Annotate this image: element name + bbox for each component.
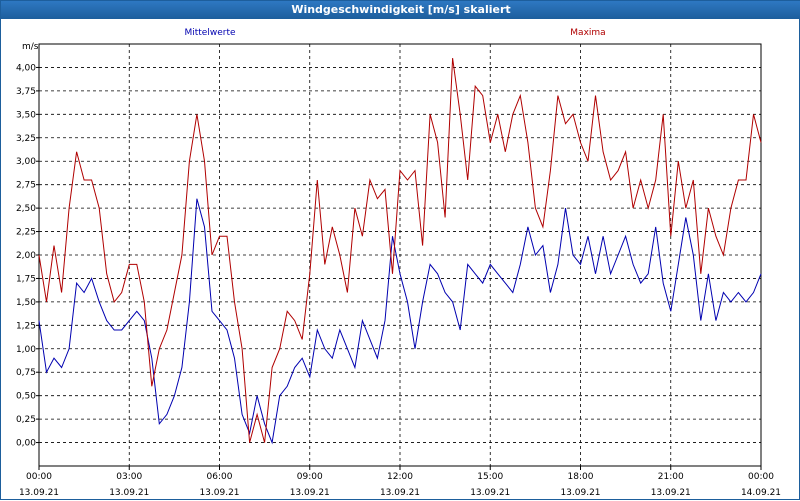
x-tick-time: 21:00 bbox=[658, 472, 684, 482]
x-tick-time: 06:00 bbox=[207, 472, 233, 482]
y-tick-label: 0,00 bbox=[16, 439, 36, 449]
y-tick-label: 2,25 bbox=[16, 228, 36, 238]
y-tick-label: 1,00 bbox=[16, 345, 36, 355]
x-tick-time: 15:00 bbox=[477, 472, 503, 482]
legend-max: Maxima bbox=[570, 28, 605, 38]
y-tick-label: 3,75 bbox=[16, 87, 36, 97]
y-tick-label: 1,25 bbox=[16, 321, 36, 331]
x-tick-time: 09:00 bbox=[297, 472, 323, 482]
x-tick-time: 00:00 bbox=[26, 472, 52, 482]
chart-title: Windgeschwindigkeit [m/s] skaliert bbox=[1, 1, 800, 19]
y-tick-label: 2,00 bbox=[16, 251, 36, 261]
y-tick-label: 2,75 bbox=[16, 181, 36, 191]
y-tick-label: 1,75 bbox=[16, 274, 36, 284]
y-tick-label: 1,50 bbox=[16, 298, 36, 308]
y-tick-label: 0,50 bbox=[16, 392, 36, 402]
x-tick-time: 18:00 bbox=[568, 472, 594, 482]
y-axis-label: m/s bbox=[22, 42, 39, 52]
x-tick-time: 12:00 bbox=[387, 472, 413, 482]
x-tick-date: 13.09.21 bbox=[470, 488, 510, 498]
y-tick-label: 0,75 bbox=[16, 368, 36, 378]
series-line-maxima bbox=[38, 58, 762, 443]
y-tick-label: 3,00 bbox=[16, 157, 36, 167]
x-axis-ticks: 00:00 13.09.21 03:00 13.09.21 06:00 13.09.21 0… bbox=[19, 466, 781, 498]
x-tick-time: 00:00 bbox=[748, 472, 774, 482]
x-tick-date: 13.09.21 bbox=[380, 488, 420, 498]
y-tick-label: 2,50 bbox=[16, 204, 36, 214]
x-tick-date: 14.09.21 bbox=[741, 488, 781, 498]
series bbox=[38, 58, 762, 445]
x-tick-time: 03:00 bbox=[116, 472, 142, 482]
x-tick-date: 13.09.21 bbox=[290, 488, 330, 498]
y-axis-ticks: 0,00 0,25 0,50 0,75 1,00 1,25 1,50 1,75 2,00 2,25… bbox=[16, 63, 39, 449]
x-tick-date: 13.09.21 bbox=[19, 488, 59, 498]
y-tick-label: 0,25 bbox=[16, 415, 36, 425]
legend-mean: Mittelwerte bbox=[184, 28, 235, 38]
x-tick-date: 13.09.21 bbox=[651, 488, 691, 498]
x-tick-date: 13.09.21 bbox=[560, 488, 600, 498]
x-tick-date: 13.09.21 bbox=[109, 488, 149, 498]
y-tick-label: 3,50 bbox=[16, 110, 36, 120]
y-tick-label: 3,25 bbox=[16, 134, 36, 144]
y-tick-label: 4,00 bbox=[16, 63, 36, 73]
x-tick-date: 13.09.21 bbox=[199, 488, 239, 498]
grid bbox=[39, 44, 761, 466]
series-line-mittelwerte bbox=[38, 198, 762, 445]
